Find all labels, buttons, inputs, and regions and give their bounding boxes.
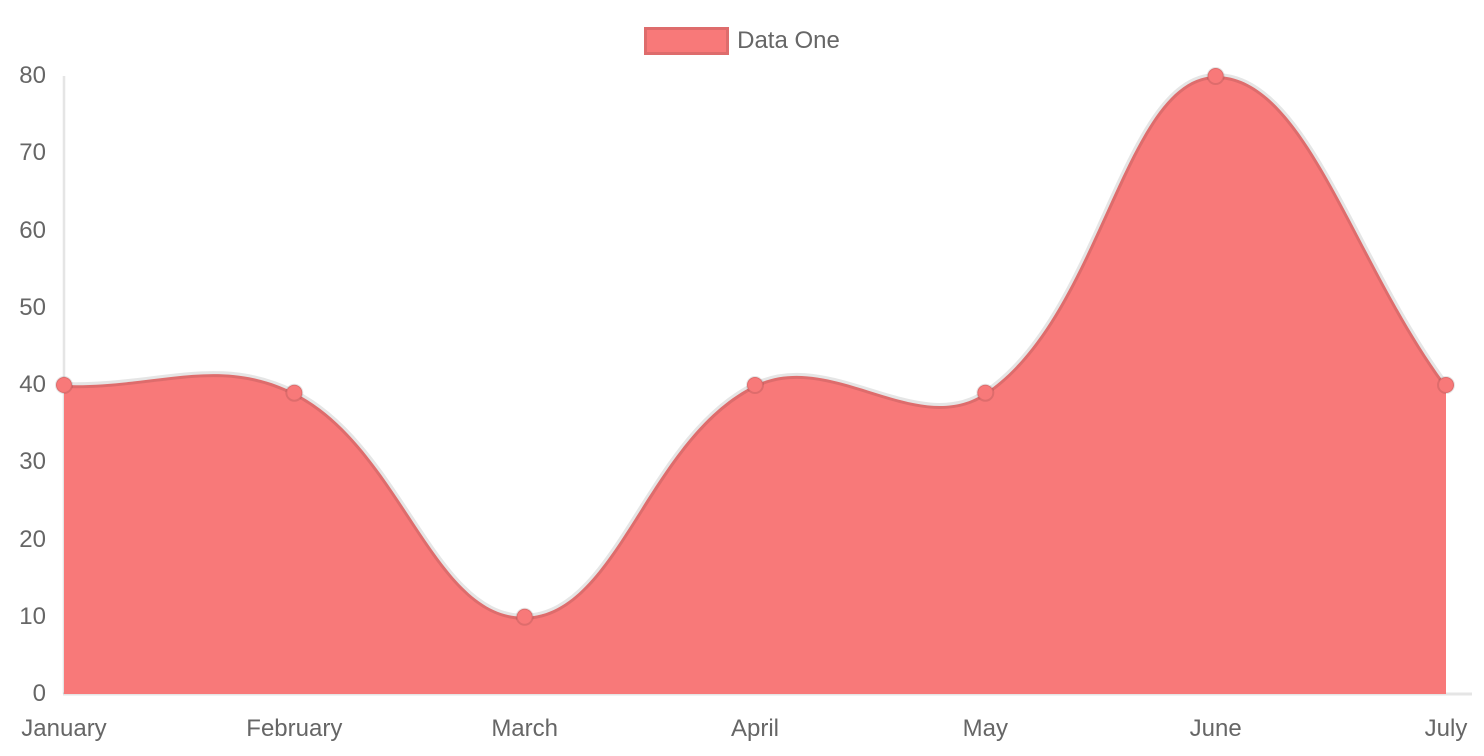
data-point-february[interactable]: [285, 383, 304, 402]
x-tick-february: February: [246, 715, 343, 742]
data-point-june[interactable]: [1206, 67, 1225, 85]
legend-item-data-one[interactable]: Data One: [0, 27, 1484, 55]
data-point-march[interactable]: [515, 607, 534, 626]
x-tick-june: June: [1189, 715, 1242, 742]
data-point-july[interactable]: [1437, 376, 1455, 394]
y-tick-50: 50: [19, 293, 46, 321]
x-tick-march: March: [491, 715, 558, 742]
x-tick-july: July: [1424, 715, 1468, 742]
y-tick-80: 80: [19, 62, 46, 89]
legend-label: Data One: [737, 27, 840, 54]
legend-swatch: [644, 27, 730, 55]
x-tick-january: January: [21, 715, 107, 742]
y-tick-40: 40: [19, 371, 46, 398]
x-tick-may: May: [962, 715, 1008, 742]
y-tick-30: 30: [19, 448, 46, 476]
data-point-january[interactable]: [55, 376, 73, 394]
data-point-april[interactable]: [746, 376, 764, 394]
y-tick-70: 70: [19, 139, 46, 167]
data-point-may[interactable]: [976, 383, 995, 402]
x-tick-april: April: [730, 715, 779, 742]
y-tick-0: 0: [32, 680, 46, 707]
y-tick-10: 10: [19, 602, 46, 630]
y-tick-20: 20: [19, 525, 46, 553]
y-tick-60: 60: [19, 216, 46, 244]
